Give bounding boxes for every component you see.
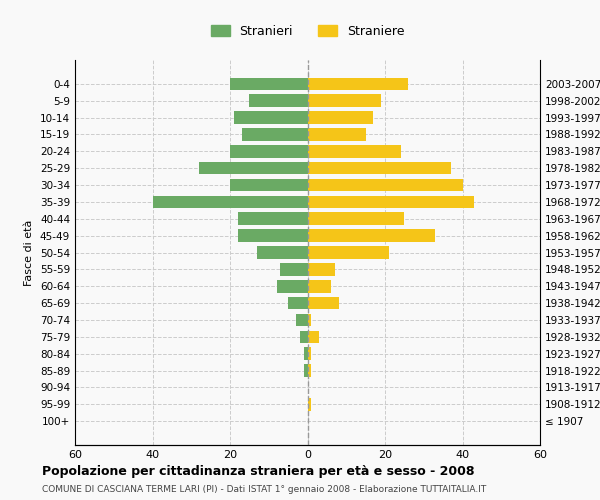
Text: COMUNE DI CASCIANA TERME LARI (PI) - Dati ISTAT 1° gennaio 2008 - Elaborazione T: COMUNE DI CASCIANA TERME LARI (PI) - Dat… — [42, 485, 486, 494]
Bar — [308, 398, 311, 410]
Bar — [152, 196, 308, 208]
Bar — [234, 111, 308, 124]
Bar — [296, 314, 308, 326]
Bar — [308, 128, 365, 141]
Bar — [308, 246, 389, 259]
Bar — [238, 230, 308, 242]
Text: Popolazione per cittadinanza straniera per età e sesso - 2008: Popolazione per cittadinanza straniera p… — [42, 465, 475, 478]
Y-axis label: Fasce di età: Fasce di età — [25, 220, 34, 286]
Legend: Stranieri, Straniere: Stranieri, Straniere — [206, 20, 409, 43]
Bar — [230, 78, 308, 90]
Bar — [277, 280, 308, 292]
Bar — [308, 314, 311, 326]
Bar — [308, 280, 331, 292]
Bar — [308, 196, 474, 208]
Bar — [308, 94, 381, 107]
Bar — [230, 178, 308, 192]
Bar — [308, 364, 311, 377]
Bar — [308, 297, 338, 310]
Bar — [308, 111, 373, 124]
Bar — [280, 263, 308, 276]
Bar — [230, 145, 308, 158]
Bar — [308, 145, 401, 158]
Bar — [308, 178, 463, 192]
Bar — [238, 212, 308, 225]
Bar — [308, 230, 436, 242]
Bar — [304, 364, 308, 377]
Bar — [308, 212, 404, 225]
Bar — [300, 330, 308, 343]
Bar — [308, 348, 311, 360]
Bar — [308, 78, 408, 90]
Bar — [308, 263, 335, 276]
Bar — [250, 94, 308, 107]
Bar — [199, 162, 308, 174]
Bar — [242, 128, 308, 141]
Bar — [304, 348, 308, 360]
Bar — [308, 330, 319, 343]
Bar — [257, 246, 308, 259]
Bar — [308, 162, 451, 174]
Bar — [288, 297, 308, 310]
